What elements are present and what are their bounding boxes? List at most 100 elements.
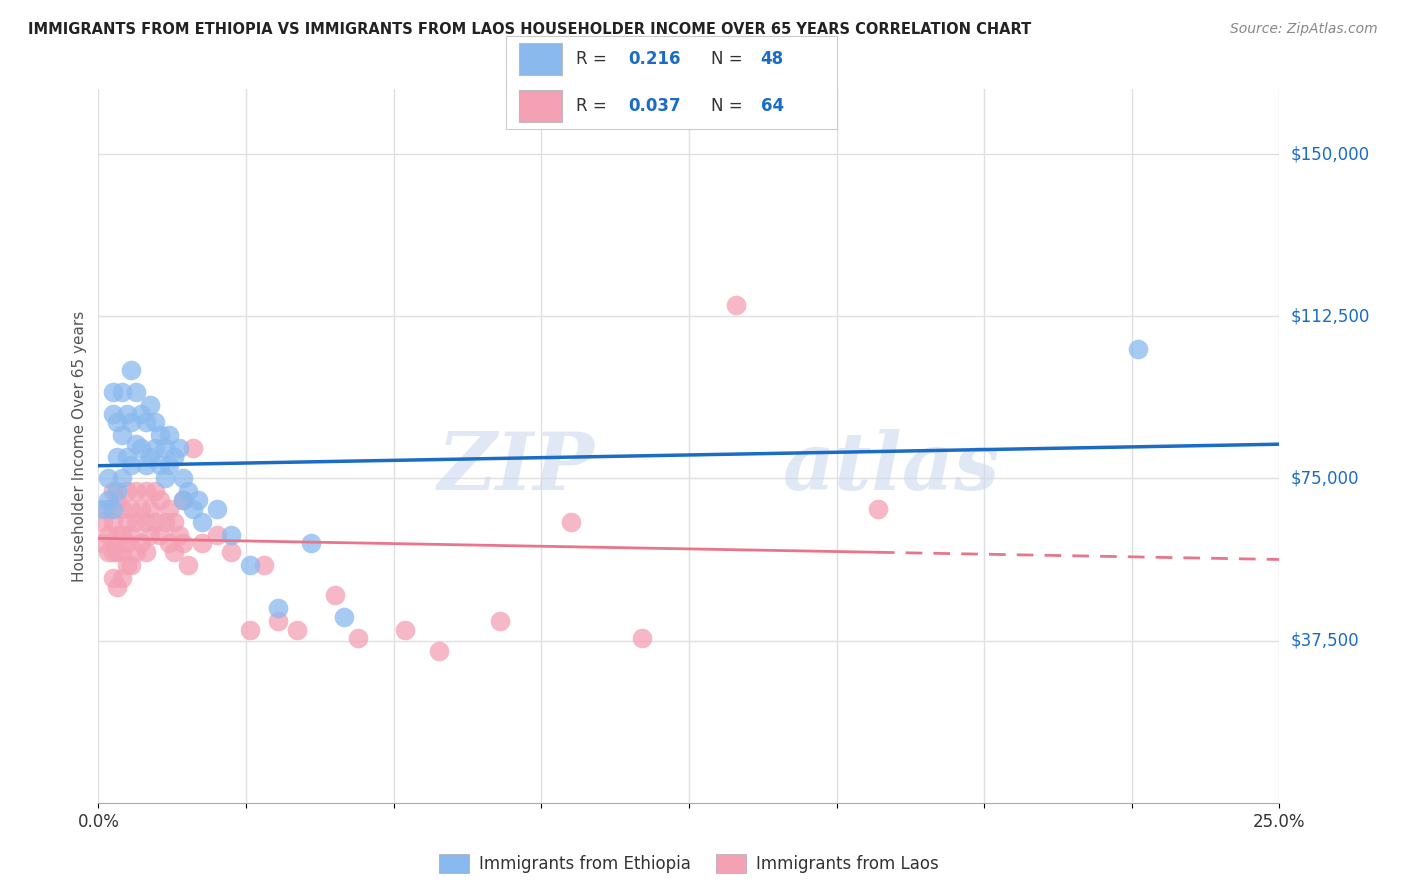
Text: atlas: atlas [783,429,1001,506]
Point [267,601,290,615]
Text: Source: ZipAtlas.com: Source: ZipAtlas.com [1230,22,1378,37]
Text: IMMIGRANTS FROM ETHIOPIA VS IMMIGRANTS FROM LAOS HOUSEHOLDER INCOME OVER 65 YEAR: IMMIGRANTS FROM ETHIOPIA VS IMMIGRANTS F… [28,22,1032,37]
Point [97,493,120,508]
Point [139,501,162,516]
Point [97,545,120,559]
Point [129,407,152,421]
Point [121,458,143,473]
Point [191,536,214,550]
Point [111,428,134,442]
Point [143,441,166,455]
Point [97,501,120,516]
Point [205,527,228,541]
Point [489,614,512,628]
Point [135,545,157,559]
Point [172,471,194,485]
Point [129,501,152,516]
Point [163,545,186,559]
Point [139,527,162,541]
Point [149,493,172,508]
Point [121,501,143,516]
Point [125,515,148,529]
Point [101,484,124,499]
Point [115,558,138,572]
Text: 48: 48 [761,50,783,68]
Text: $37,500: $37,500 [1291,632,1360,649]
Point [97,527,120,541]
Point [153,441,176,455]
Point [219,545,242,559]
Point [239,558,262,572]
Text: R =: R = [575,50,612,68]
Point [172,493,194,508]
Point [97,471,120,485]
Point [177,484,200,499]
Point [253,558,276,572]
Point [172,536,194,550]
Point [101,545,124,559]
Point [105,527,128,541]
Point [111,384,134,399]
Point [91,501,114,516]
Point [135,415,157,429]
Text: N =: N = [711,50,748,68]
Point [121,558,143,572]
Point [105,484,128,499]
Text: $112,500: $112,500 [1291,307,1369,326]
Point [143,515,166,529]
Point [560,515,582,529]
Point [143,415,166,429]
Point [181,501,204,516]
Point [323,588,346,602]
Point [163,515,186,529]
Point [157,428,180,442]
Bar [519,90,562,122]
Y-axis label: Householder Income Over 65 years: Householder Income Over 65 years [72,310,87,582]
Point [101,571,124,585]
Point [111,527,134,541]
Text: 0.216: 0.216 [628,50,681,68]
Point [187,493,209,508]
Text: R =: R = [575,97,612,115]
Point [135,458,157,473]
Point [239,623,262,637]
Point [866,501,889,516]
Point [91,536,114,550]
Point [105,415,128,429]
Point [181,441,204,455]
Point [125,545,148,559]
Point [139,398,162,412]
Point [105,580,128,594]
Point [157,501,180,516]
Point [205,501,228,516]
Point [115,450,138,464]
Point [143,484,166,499]
Point [135,515,157,529]
Point [153,515,176,529]
Point [129,441,152,455]
Point [139,450,162,464]
Point [163,450,186,464]
Text: 0.037: 0.037 [628,97,681,115]
Point [121,527,143,541]
Point [125,437,148,451]
Point [725,298,748,312]
Point [115,536,138,550]
Point [135,484,157,499]
Bar [519,43,562,75]
Point [101,384,124,399]
Text: $75,000: $75,000 [1291,469,1360,487]
Point [427,644,450,658]
Point [105,450,128,464]
Point [1126,342,1149,356]
Point [177,558,200,572]
Point [333,610,356,624]
Point [191,515,214,529]
Point [347,632,370,646]
Point [149,428,172,442]
Point [101,407,124,421]
Point [129,536,152,550]
Point [167,441,190,455]
Point [172,493,194,508]
Point [105,545,128,559]
